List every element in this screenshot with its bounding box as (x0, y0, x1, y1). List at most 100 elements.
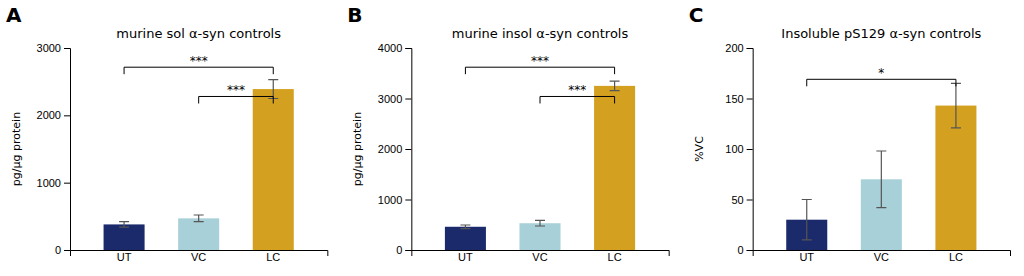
error-bar (535, 220, 545, 226)
panel: 0 50 100 150 200 UTVCLC %VC Insoluble pS129 α-s… (689, 3, 1011, 263)
tick-label: 2000 (378, 143, 402, 155)
error-bar-line (119, 222, 129, 227)
tick: 3000 (378, 93, 411, 105)
axis-domain (405, 49, 412, 251)
bar (104, 224, 145, 250)
panel-label: B (347, 3, 362, 27)
error-bar (876, 151, 886, 208)
error-bar (268, 80, 278, 99)
tick-mark (64, 115, 70, 116)
y-axis: 0 1000 2000 3000 (37, 42, 71, 256)
error-bar-line (802, 200, 812, 240)
tick-label: 150 (725, 93, 743, 105)
tick-mark (747, 200, 753, 201)
error-bar (951, 83, 961, 127)
error-bar (610, 81, 620, 91)
significance-label: *** (531, 54, 549, 68)
x-axis: UT VC LC (412, 250, 669, 263)
tick: VC (191, 250, 206, 263)
tick: 50 (731, 194, 752, 206)
tick-label: VC (191, 251, 206, 263)
tick: LC (266, 250, 280, 263)
tick: VC (532, 250, 547, 263)
axis-domain (747, 49, 754, 251)
error-bar-line (535, 220, 545, 226)
significance-label: *** (227, 83, 245, 97)
tick-label: 0 (55, 244, 61, 256)
y-axis: 0 50 100 150 200 (725, 42, 753, 256)
significance-label: *** (568, 83, 586, 97)
tick-mark (405, 48, 411, 49)
tick-label: 0 (738, 244, 744, 256)
plot-area (104, 80, 294, 250)
panel: 0100020003000UTVCLCpg/µg proteinmurine s… (6, 3, 328, 263)
error-bar-line (610, 81, 620, 91)
brackets: *** *** (124, 54, 273, 103)
axis-title: pg/µg protein (10, 112, 23, 186)
panel-label: C (689, 3, 704, 27)
tick: UT (458, 250, 473, 263)
tick: 100 (725, 143, 752, 155)
tick-label: 3000 (378, 93, 402, 105)
tick-label: 3000 (37, 42, 61, 54)
tick-label: 100 (725, 143, 743, 155)
tick: 3000 (37, 42, 70, 54)
tick: 4000 (378, 42, 411, 54)
tick: 1000 (37, 177, 70, 189)
significance-bracket (124, 67, 273, 74)
tick-label: LC (608, 251, 622, 263)
significance-bracket (199, 96, 274, 103)
bar (594, 86, 635, 250)
tick-label: LC (266, 251, 280, 263)
plot-area (445, 81, 635, 250)
tick-label: VC (532, 251, 547, 263)
plot-area (786, 83, 976, 250)
tick-label: 4000 (378, 42, 402, 54)
error-bar (460, 225, 470, 229)
significance-label: *** (190, 54, 208, 68)
chart-root: 0100020003000UTVCLCpg/µg proteinmurine s… (0, 0, 1024, 276)
title: Insoluble pS129 α-syn controls (781, 26, 981, 41)
axis-domain (64, 49, 71, 251)
tick-label: UT (799, 251, 814, 263)
tick: LC (949, 250, 963, 263)
significance-label: * (878, 66, 884, 80)
tick-mark (747, 48, 753, 49)
tick-label: 200 (725, 42, 743, 54)
x-axis: UT VC LC (71, 250, 328, 263)
bar (253, 89, 294, 250)
tick-label: 0 (396, 244, 402, 256)
error-bar (802, 200, 812, 240)
brackets: *** *** (465, 54, 614, 103)
tick-mark (64, 48, 70, 49)
error-bar-line (951, 83, 961, 127)
tick: 0 (55, 244, 70, 256)
x-axis: UTVCLC (753, 250, 1010, 263)
tick-mark (64, 183, 70, 184)
bar (519, 223, 560, 250)
bar (445, 227, 486, 250)
tick-mark (64, 250, 70, 251)
tick-mark (405, 149, 411, 150)
tick-mark (405, 99, 411, 100)
axis-title: %VC (693, 136, 706, 162)
tick-label: UT (458, 251, 473, 263)
tick-mark (747, 99, 753, 100)
significance-bracket (540, 96, 615, 103)
error-bar-line (194, 215, 204, 222)
tick: UT (117, 250, 132, 263)
tick-label: 1000 (378, 194, 402, 206)
error-bar (194, 215, 204, 222)
tick-mark (747, 149, 753, 150)
tick: 2000 (378, 143, 411, 155)
bar (178, 218, 219, 250)
tick: 0 (738, 244, 753, 256)
tick: 1000 (378, 194, 411, 206)
title: murine insol α-syn controls (452, 26, 629, 41)
tick-label: 50 (731, 194, 743, 206)
error-bar (119, 222, 129, 227)
tick-mark (405, 250, 411, 251)
tick-mark (405, 200, 411, 201)
tick: 2000 (37, 109, 70, 121)
significance-bracket (465, 67, 614, 74)
